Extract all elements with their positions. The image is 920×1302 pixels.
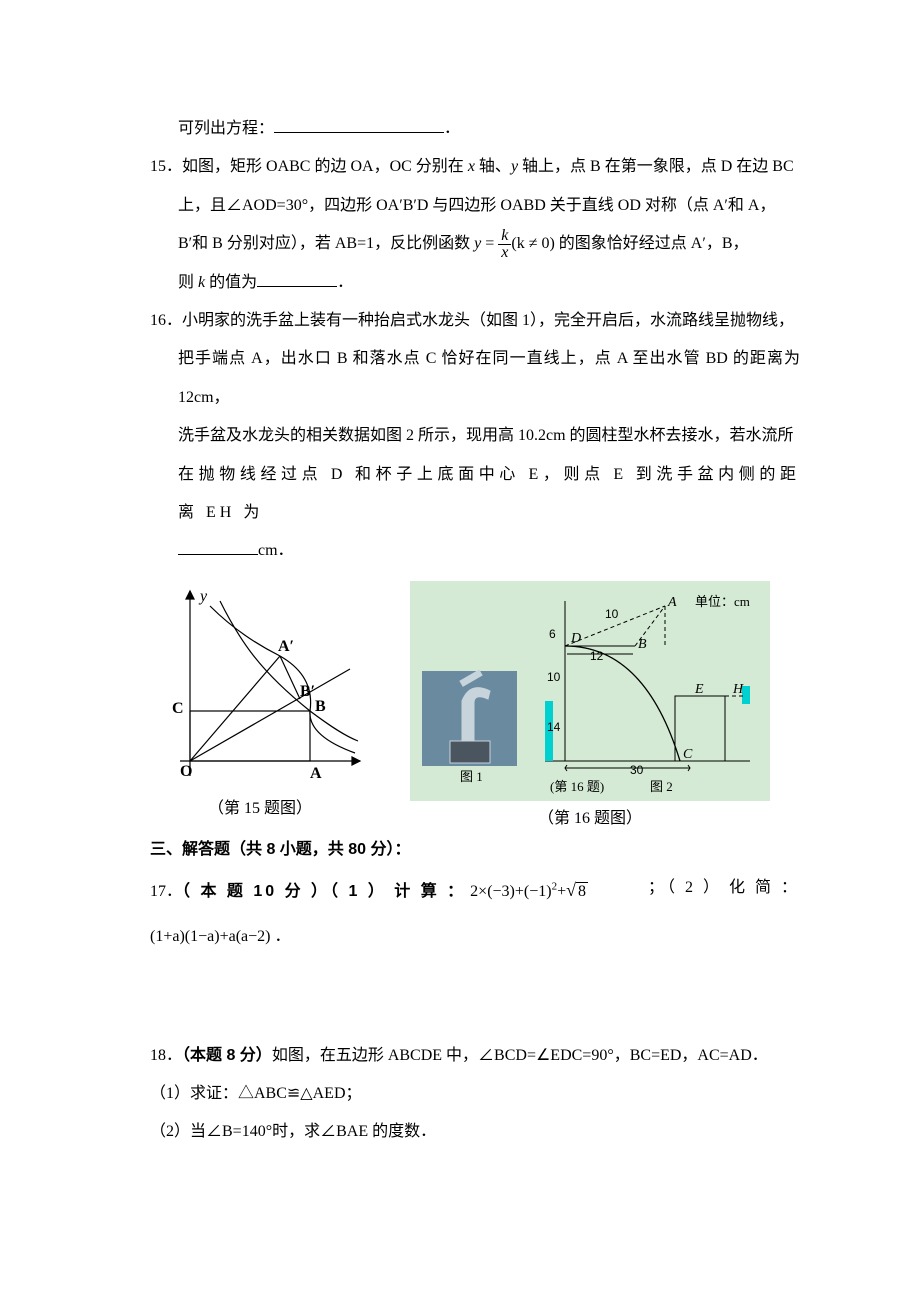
q17-expr1b: +	[557, 883, 566, 900]
q14-blank	[274, 116, 444, 133]
fig15-label-A: A	[310, 765, 322, 782]
fig16-svg: 图 1 单位：cm	[410, 581, 770, 801]
fig15-label-Bp: B′	[300, 683, 315, 700]
q17-left: 17．（ 本 题 10 分 ）（ 1 ） 计 算 ： 2×(−3)+(−1)2+…	[150, 869, 588, 912]
fig16-cap1: 图 1	[460, 769, 483, 784]
sec3-text: 三、解答题（共 8 小题，共 80 分）：	[150, 841, 410, 858]
fig16-D: D	[570, 631, 581, 646]
q16-line4: 在抛物线经过点 D 和杯子上底面中心 E，则点 E 到洗手盆内侧的距离 EH 为	[150, 456, 800, 533]
fig16-n12: 12	[590, 649, 604, 663]
q16-line5: cm．	[150, 532, 800, 570]
q18-l1: （本题 8 分）（本题 8 分）如图，在五边形 ABCDE 中，∠BCD=∠ED…	[182, 1047, 768, 1064]
q16-line2: 把手端点 A，出水口 B 和落水点 C 恰好在同一直线上，点 A 至出水管 BD…	[150, 340, 800, 417]
q15-line2: 上，且∠AOD=30°，四边形 OA′B′D 与四边形 OABD 关于直线 OD…	[150, 187, 800, 225]
q18-l3: （2）当∠B=140°时，求∠BAE 的度数．	[150, 1123, 436, 1140]
fig15-caption: （第 15 题图）	[150, 797, 370, 821]
q15-l3k: (k ≠ 0)	[511, 235, 554, 252]
fig16-C: C	[683, 747, 693, 762]
q15-line1: 15．如图，矩形 OABC 的边 OA，OC 分别在 x 轴、y 轴上，点 B …	[150, 148, 800, 186]
section3-heading: 三、解答题（共 8 小题，共 80 分）：	[150, 831, 800, 869]
page: 可列出方程：． 15．如图，矩形 OABC 的边 OA，OC 分别在 x 轴、y…	[0, 0, 920, 1212]
fig16-capmid: (第 16 题)	[550, 779, 604, 794]
q15-l3eq: =	[481, 235, 498, 252]
fig15-label-B: B	[315, 698, 326, 715]
q16-l5b: cm．	[258, 542, 294, 559]
q18-l2: （1）求证：△ABC≌△AED；	[150, 1085, 362, 1102]
q14-tail-text: 可列出方程：	[178, 120, 274, 137]
q18-num: 18．	[150, 1047, 182, 1064]
fig16-n6: 6	[549, 627, 556, 641]
q15-l4b: 的值为	[205, 274, 257, 291]
q17-semi: ；（ 2 ） 化 简 ：	[648, 869, 800, 912]
q15-frac-den: x	[498, 244, 511, 261]
fig16-caption: （第 16 题图）	[410, 807, 770, 831]
q16-l4: 在抛物线经过点 D 和杯子上底面中心 E，则点 E 到洗手盆内侧的距离 EH 为	[178, 466, 800, 521]
fig15: y O A B C A′ B′ （第 15 题图）	[150, 581, 370, 831]
fig16-n14: 14	[547, 720, 561, 734]
q16-num: 16．	[150, 312, 182, 329]
q17-num: 17．	[150, 883, 182, 900]
q15-blank	[257, 270, 337, 287]
figure-row: y O A B C A′ B′ （第 15 题图）	[150, 581, 800, 831]
q16-line3: 洗手盆及水龙头的相关数据如图 2 所示，现用高 10.2cm 的圆柱型水杯去接水…	[150, 417, 800, 455]
fig16-cap2: 图 2	[650, 779, 673, 794]
q14-period: ．	[444, 120, 460, 137]
fig16-B: B	[638, 637, 647, 652]
q15-line3: B′和 B 分别对应），若 AB=1，反比例函数 y = kx(k ≠ 0) 的…	[150, 225, 800, 263]
fig15-label-C: C	[172, 700, 184, 717]
q17-sqrt: √8	[566, 869, 588, 912]
q18-line1: 18．（本题 8 分）（本题 8 分）如图，在五边形 ABCDE 中，∠BCD=…	[150, 1037, 800, 1075]
fig15-svg: y O A B C A′ B′	[150, 581, 370, 791]
fig15-label-Ap: A′	[278, 638, 294, 655]
q15-l3b: 的图象恰好经过点 A′，B，	[555, 235, 749, 252]
q15-l3a: B′和 B 分别对应），若 AB=1，反比例函数	[178, 235, 474, 252]
fig16-n10: 10	[605, 607, 619, 621]
q15-l1c: 轴上，点 B 在第一象限，点 D 在边 BC	[518, 158, 794, 175]
q15-l2: 上，且∠AOD=30°，四边形 OA′B′D 与四边形 OABD 关于直线 OD…	[178, 197, 775, 214]
q16-blank	[178, 538, 258, 555]
q15-frac-num: k	[498, 228, 511, 244]
q15-line4: 则 k 的值为．	[150, 264, 800, 302]
q15-l4a: 则	[178, 274, 198, 291]
q17-expr1a: 2×(−3)+(−1)	[470, 883, 551, 900]
q17-line2: (1+a)(1−a)+a(a−2) ．	[150, 918, 800, 956]
q16-l3: 洗手盆及水龙头的相关数据如图 2 所示，现用高 10.2cm 的圆柱型水杯去接水…	[178, 427, 794, 444]
q18-line2: （1）求证：△ABC≌△AED；	[150, 1075, 800, 1113]
fig16-H: H	[732, 682, 744, 697]
fig15-label-y: y	[198, 588, 208, 605]
q17-l2: (1+a)(1−a)+a(a−2) ．	[150, 928, 290, 945]
q15-num: 15．	[150, 158, 182, 175]
fig16-A: A	[667, 595, 677, 610]
q15-x: x	[468, 158, 475, 175]
spacer	[150, 957, 800, 1037]
q17-line1: 17．（ 本 题 10 分 ）（ 1 ） 计 算 ： 2×(−3)+(−1)2+…	[150, 869, 800, 912]
q15-y: y	[511, 158, 518, 175]
q16-l2: 把手端点 A，出水口 B 和落水点 C 恰好在同一直线上，点 A 至出水管 BD…	[178, 350, 800, 405]
q17-sqrt8: 8	[576, 882, 588, 900]
q15-frac: kx	[498, 228, 511, 261]
q15-l1b: 轴、	[475, 158, 511, 175]
q18-line3: （2）当∠B=140°时，求∠BAE 的度数．	[150, 1113, 800, 1151]
q15-l4c: ．	[337, 274, 353, 291]
q16-line1: 16．小明家的洗手盆上装有一种抬启式水龙头（如图 1），完全开启后，水流路线呈抛…	[150, 302, 800, 340]
q14-tail-line: 可列出方程： ．	[150, 110, 800, 148]
fig15-label-O: O	[180, 763, 192, 780]
q16-l1: 小明家的洗手盆上装有一种抬启式水龙头（如图 1），完全开启后，水流路线呈抛物线，	[182, 312, 794, 329]
fig16: 图 1 单位：cm	[410, 581, 770, 831]
fig16-n30: 30	[630, 763, 644, 777]
q17-l1a: （ 本 题 10 分 ）（ 1 ） 计 算 ：	[182, 883, 466, 900]
q15-l1a: 如图，矩形 OABC 的边 OA，OC 分别在	[182, 158, 468, 175]
fig16-n10b: 10	[547, 670, 561, 684]
fig16-E: E	[694, 682, 704, 697]
fig16-unit: 单位：cm	[695, 594, 750, 609]
